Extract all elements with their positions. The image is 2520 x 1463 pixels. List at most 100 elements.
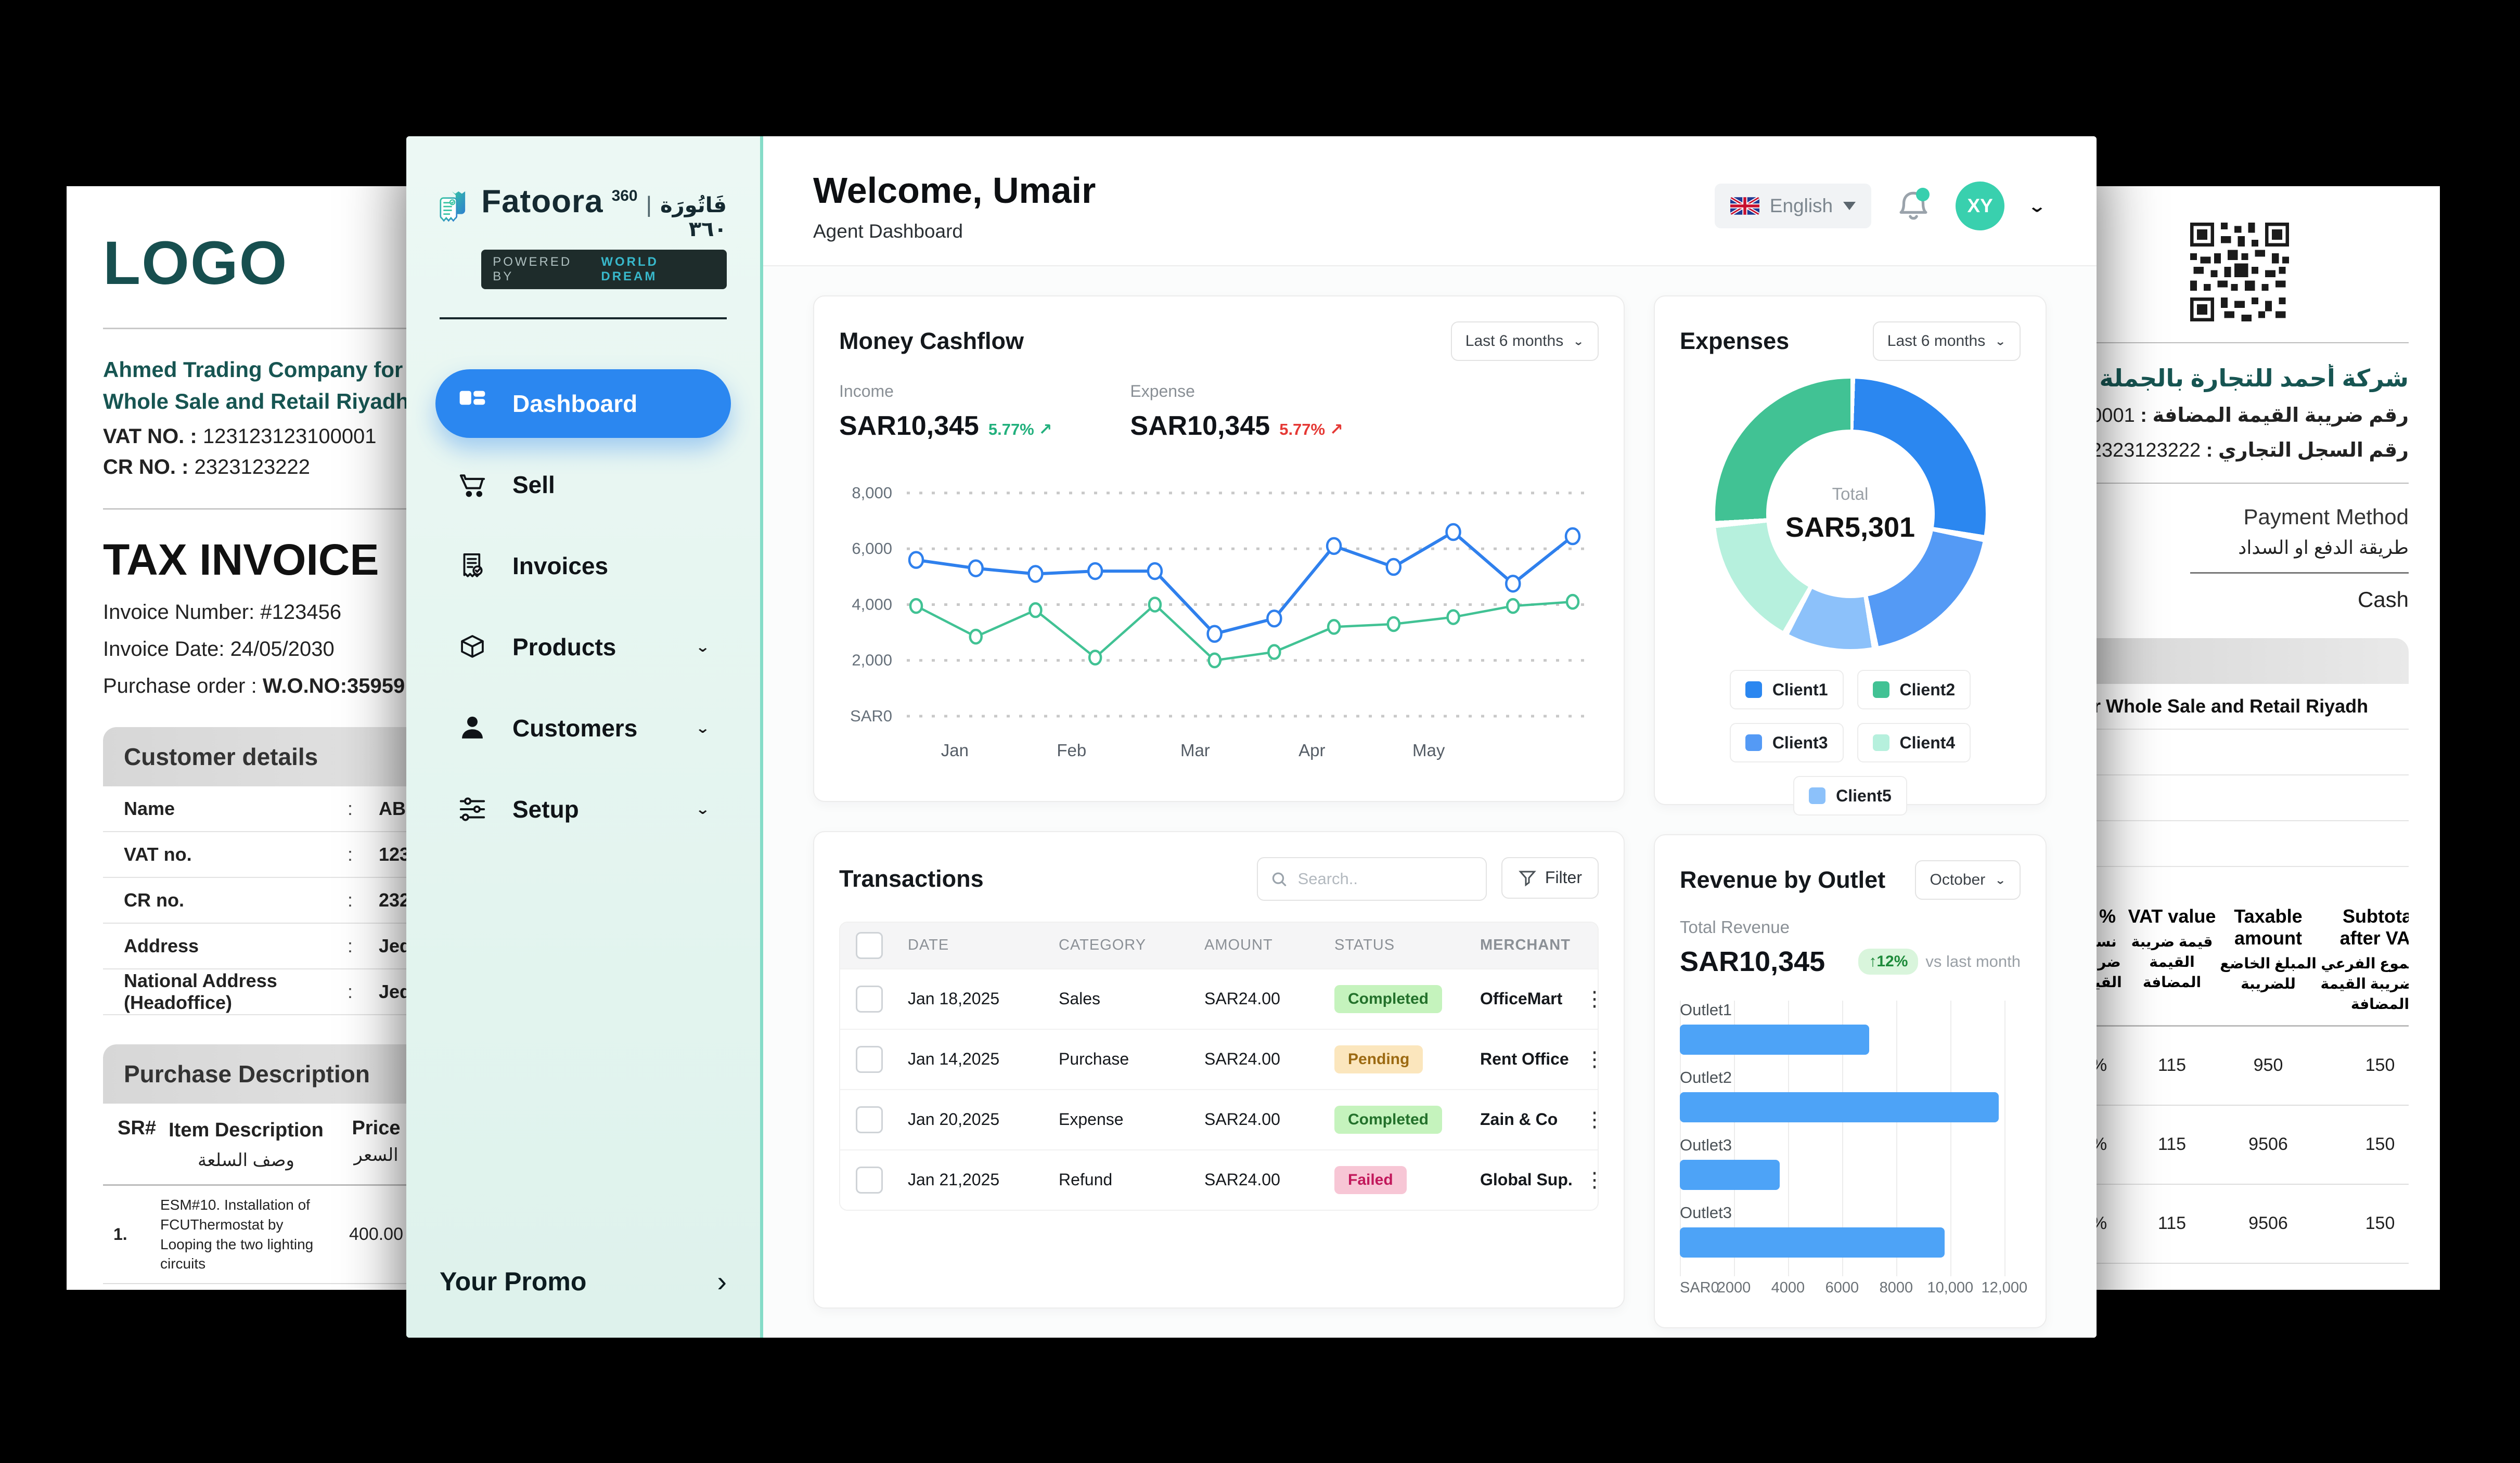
axis-tick: 12,000 <box>1981 1279 2028 1296</box>
cashflow-range-select[interactable]: Last 6 months ⌄ <box>1450 321 1599 361</box>
cell-category: Expense <box>1059 1110 1124 1129</box>
status-badge: Completed <box>1334 985 1443 1013</box>
sidebar-item-setup[interactable]: Setup ⌄ <box>435 775 731 844</box>
sidebar-item-products[interactable]: Products ⌄ <box>435 613 731 681</box>
vat-cell: 150 <box>2365 1055 2395 1076</box>
svg-text:Feb: Feb <box>1057 741 1086 760</box>
setup-sliders-icon <box>459 797 485 821</box>
sidebar-item-sell[interactable]: Sell <box>435 450 731 519</box>
search-input[interactable] <box>1296 869 1473 889</box>
fatoora-receipt-icon <box>440 191 466 222</box>
sidebar-item-invoices[interactable]: Invoices <box>435 532 731 600</box>
legend-item-client3[interactable]: Client3 <box>1729 723 1844 762</box>
cell-category: Purchase <box>1059 1050 1129 1069</box>
meta-value: #123456 <box>260 600 342 624</box>
trend-up-icon: ↗ <box>1038 420 1052 438</box>
legend-label: Client1 <box>1772 680 1828 699</box>
revenue-delta-suffix: vs last month <box>1925 952 2021 970</box>
axis-tick: 2000 <box>1717 1279 1751 1296</box>
account-chevron-down-icon[interactable]: ⌄ <box>2027 196 2047 216</box>
purchase-description: ESM#10. Installation of FCUThermostat by… <box>160 1196 314 1272</box>
expenses-donut-chart: Total SAR5,301 <box>1715 379 1986 649</box>
bar-label: Outlet3 <box>1680 1203 1732 1222</box>
legend-item-client2[interactable]: Client2 <box>1857 670 1971 709</box>
cr-value: 2323123222 <box>2090 439 2201 461</box>
select-all-checkbox[interactable] <box>856 931 883 959</box>
kebab-menu-icon[interactable]: ⋮ <box>1584 1049 1598 1070</box>
expense-delta: 5.77% ↗ <box>1279 420 1343 438</box>
column-header-amount: AMOUNT <box>1204 937 1273 954</box>
column-label-en: Subtotal after VAT <box>2339 905 2409 949</box>
row-checkbox[interactable] <box>856 1106 883 1133</box>
axis-tick: 10,000 <box>1927 1279 1974 1296</box>
purchase-column-header: SR# <box>113 1117 160 1173</box>
language-selector[interactable]: English <box>1714 184 1872 228</box>
powered-by-badge: POWERED BY WORLD DREAM <box>481 250 727 289</box>
page-title: Welcome, Umair <box>813 170 1096 211</box>
brand-block: Fatoora 360 | فَاتُورَة ٣٦٠ POWERED BY W… <box>406 136 760 289</box>
svg-text:May: May <box>1412 741 1445 760</box>
kebab-menu-icon[interactable]: ⋮ <box>1584 1170 1598 1190</box>
search-icon <box>1272 872 1287 886</box>
table-row: Jan 14,2025 Purchase SAR24.00 Pending Rent O… <box>840 1028 1598 1089</box>
brand-360: 360 <box>611 187 638 204</box>
meta-value: 24/05/2030 <box>230 637 335 661</box>
notification-dot <box>1916 188 1930 201</box>
kebab-menu-icon[interactable]: ⋮ <box>1584 1109 1598 1130</box>
vat-table-header: T % نسبة ضريبة القيمة VAT value قيمة ضريبة … <box>2071 893 2409 1027</box>
row-checkbox[interactable] <box>856 1166 883 1194</box>
bar-label: Outlet2 <box>1680 1068 1732 1086</box>
income-stat: Income SAR10,345 5.77% ↗ <box>839 382 1052 442</box>
customer-detail-label: National Address (Headoffice) <box>124 969 277 1013</box>
notification-bell-icon[interactable] <box>1894 187 1933 225</box>
gridline <box>1788 1001 1789 1276</box>
avatar-initials: XY <box>1967 195 1993 216</box>
main-area: Welcome, Umair Agent Dashboard <box>763 136 2097 1338</box>
trend-up-icon: ↗ <box>1329 420 1343 438</box>
legend-item-client5[interactable]: Client5 <box>1793 776 1907 815</box>
column-label-ar: السعر <box>354 1145 398 1165</box>
column-label-ar: المجموع الفرعي بعد ضريبة القيمة المضافة <box>2320 955 2409 1013</box>
avatar[interactable]: XY <box>1956 182 2005 230</box>
total-revenue-value: SAR10,345 <box>1680 946 1825 977</box>
table-row: Jan 20,2025 Expense SAR24.00 Completed Zain … <box>840 1089 1598 1149</box>
cell-merchant: OfficeMart <box>1480 989 1563 1008</box>
vat-cell: 150 <box>2365 1134 2395 1155</box>
colon: : <box>348 889 353 911</box>
customer-detail-label: CR no. <box>124 889 184 911</box>
kebab-menu-icon[interactable]: ⋮ <box>1584 989 1598 1009</box>
legend-item-client4[interactable]: Client4 <box>1857 723 1971 762</box>
filter-button[interactable]: Filter <box>1501 857 1599 899</box>
vat-cell: 115 <box>2157 1134 2187 1155</box>
expenses-range-select[interactable]: Last 6 months ⌄ <box>1872 321 2021 361</box>
invoice-meta-line: Invoice Date: 24/05/2030 <box>103 638 662 661</box>
revenue-month-select[interactable]: October ⌄ <box>1915 860 2021 900</box>
sidebar-item-dashboard[interactable]: Dashboard <box>435 369 731 438</box>
meta-label: Invoice Date: <box>103 637 230 661</box>
invoice-company-name-arabic: شركة أحمد للتجارة بالجملة والتجزئة بالري… <box>2071 365 2409 392</box>
meta-value: W.O.NO:35959 <box>262 674 405 697</box>
svg-text:6,000: 6,000 <box>852 539 892 558</box>
svg-text:Jan: Jan <box>941 741 969 760</box>
svg-text:4,000: 4,000 <box>852 595 892 613</box>
gridline <box>1680 1001 1681 1276</box>
transactions-card: Transactions <box>813 831 1625 1309</box>
sidebar-item-customers[interactable]: Customers ⌄ <box>435 694 731 762</box>
customer-detail-label: VAT no. <box>124 843 192 865</box>
colon: : <box>348 935 353 956</box>
row-checkbox-cell <box>856 985 908 1013</box>
revenue-bar-chart: Outlet1 Outlet2 Outlet3 Outlet3 <box>1680 1001 2021 1276</box>
income-value: SAR10,345 <box>839 411 979 441</box>
row-checkbox[interactable] <box>856 1045 883 1073</box>
payment-method-title: Payment Method <box>2243 504 2409 529</box>
cell-amount: SAR24.00 <box>1204 1170 1280 1189</box>
row-checkbox[interactable] <box>856 985 883 1013</box>
transactions-table: DATE CATEGORY AMOUNT STATUS MERCHANT Jan 18,… <box>839 921 1599 1211</box>
vat-cell: 115 <box>2157 1055 2187 1076</box>
chevron-down-icon: ⌄ <box>1995 334 2006 347</box>
dashboard-content: Money Cashflow Last 6 months ⌄ Income SA… <box>763 266 2097 1338</box>
expenses-legend: Client1 Client2 Client3 Client4 Client5 <box>1680 670 2021 815</box>
sidebar-item-your-promo[interactable]: Your Promo › <box>440 1264 727 1298</box>
bar-group: Outlet2 <box>1680 1068 2021 1122</box>
legend-item-client1[interactable]: Client1 <box>1729 670 1844 709</box>
